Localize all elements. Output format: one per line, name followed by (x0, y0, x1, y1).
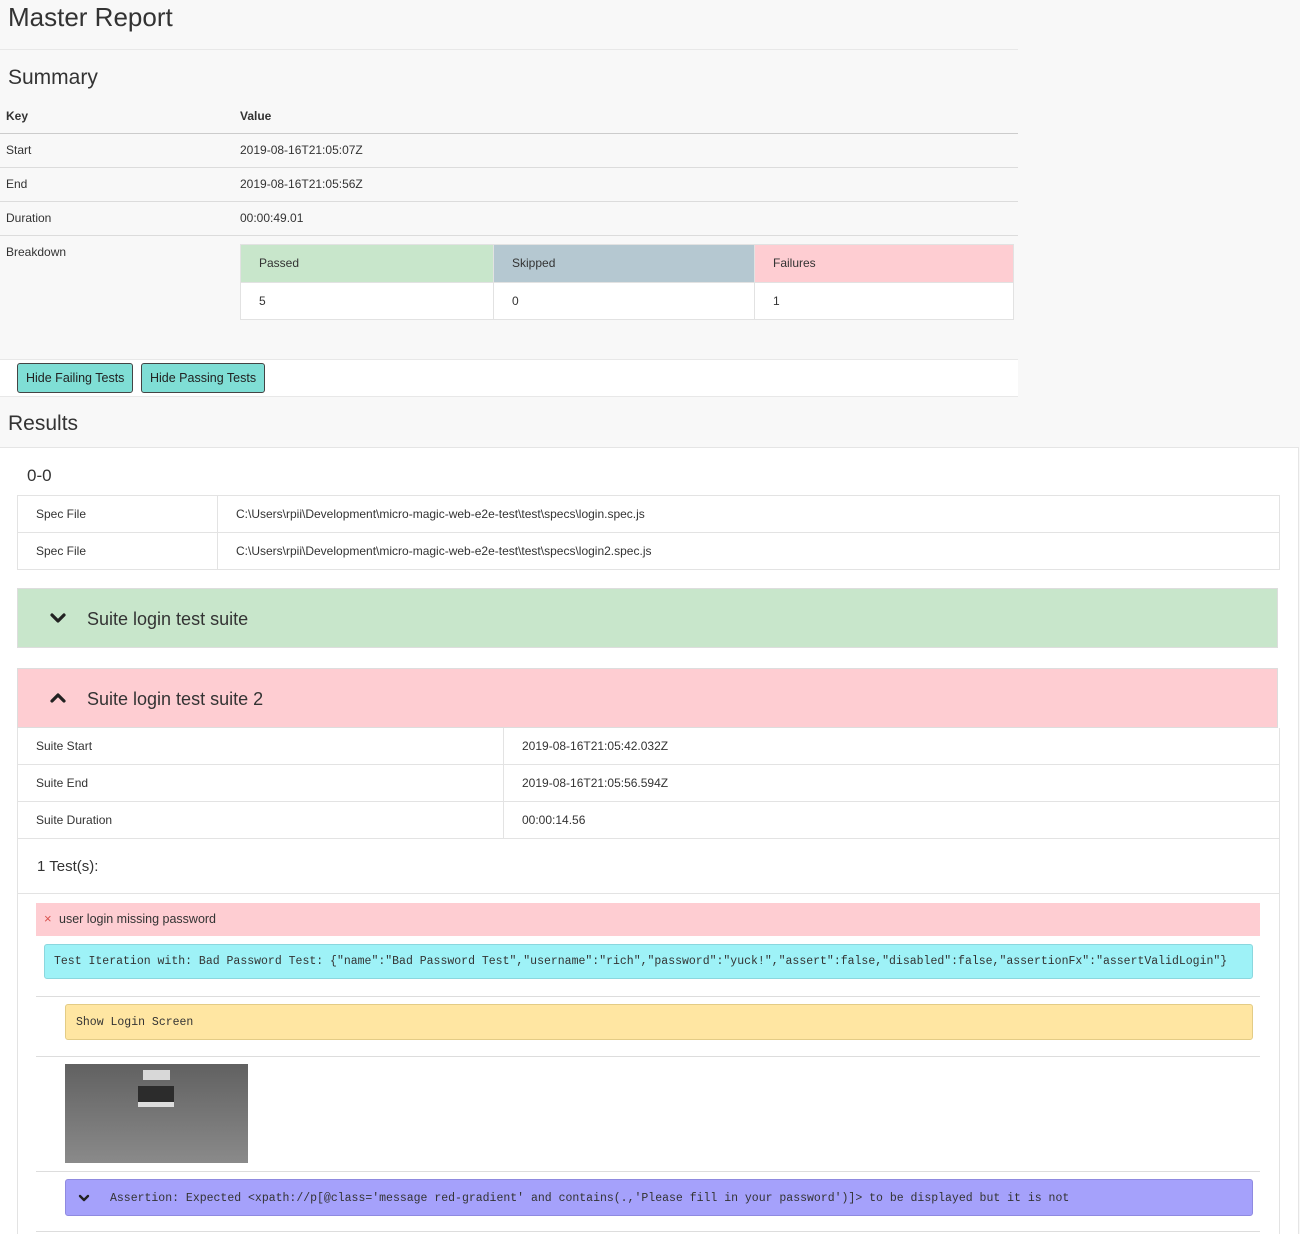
suite-start-value: 2019-08-16T21:05:42.032Z (522, 739, 669, 753)
chevron-down-icon (50, 613, 66, 623)
summary-row-end: End 2019-08-16T21:05:56Z (0, 168, 1018, 202)
suite-title: Suite login test suite 2 (87, 689, 264, 709)
key-header: Key (6, 109, 29, 123)
test-title-bar[interactable]: × user login missing password (36, 903, 1260, 936)
suite-body: Suite Start 2019-08-16T21:05:42.032Z Sui… (17, 728, 1280, 1234)
suite-end-row: Suite End 2019-08-16T21:05:56.594Z (18, 765, 1279, 802)
skipped-count: 0 (493, 282, 754, 319)
hide-failing-tests-button[interactable]: Hide Failing Tests (17, 363, 134, 393)
results-panel: 0-0 Spec File C:\Users\rpii\Development\… (0, 447, 1299, 1234)
spec-file-row: Spec File C:\Users\rpii\Development\micr… (18, 533, 1279, 569)
summary-row-duration: Duration 00:00:49.01 (0, 202, 1018, 236)
divider (36, 996, 1260, 997)
row-key: Start (6, 143, 32, 157)
summary-title: Summary (8, 66, 98, 89)
summary-row-start: Start 2019-08-16T21:05:07Z (0, 134, 1018, 168)
passed-count: 5 (241, 282, 493, 319)
row-key: Duration (6, 211, 52, 225)
divider (36, 1171, 1260, 1172)
summary-table: Key Value Start 2019-08-16T21:05:07Z End… (0, 100, 1018, 327)
spec-file-label: Spec File (36, 507, 87, 521)
test-step: Show Login Screen (65, 1004, 1253, 1040)
test-title: user login missing password (59, 912, 217, 926)
summary-row-breakdown: Breakdown Passed Skipped Failures 5 0 1 (0, 236, 1018, 327)
assertion-message: Assertion: Expected <xpath://p[@class='m… (110, 1192, 1070, 1205)
fail-x-icon: × (44, 911, 52, 926)
spec-file-row: Spec File C:\Users\rpii\Development\micr… (18, 496, 1279, 533)
row-value: 00:00:49.01 (240, 211, 304, 225)
spec-file-path: C:\Users\rpii\Development\micro-magic-we… (236, 544, 652, 558)
passed-header: Passed (241, 245, 493, 282)
results-title: Results (8, 412, 79, 435)
skipped-header: Skipped (493, 245, 754, 282)
suite-end-label: Suite End (36, 776, 89, 790)
suite-duration-value: 00:00:14.56 (522, 813, 586, 827)
divider (0, 49, 1018, 50)
suite-end-value: 2019-08-16T21:05:56.594Z (522, 776, 669, 790)
result-group-id: 0-0 (27, 466, 52, 485)
spec-files-table: Spec File C:\Users\rpii\Development\micr… (17, 495, 1280, 570)
failures-count: 1 (754, 282, 1013, 319)
divider (36, 1231, 1260, 1232)
suite-start-label: Suite Start (36, 739, 93, 753)
page-title: Master Report (8, 2, 173, 32)
breakdown-table: Passed Skipped Failures 5 0 1 (240, 244, 1014, 320)
tests-count: 1 Test(s): (37, 858, 99, 875)
summary-header-row: Key Value (0, 100, 1018, 134)
suite-start-row: Suite Start 2019-08-16T21:05:42.032Z (18, 728, 1279, 765)
chevron-down-icon (78, 1194, 90, 1202)
assertion-bar[interactable]: Assertion: Expected <xpath://p[@class='m… (65, 1179, 1253, 1216)
divider (36, 1056, 1260, 1057)
row-key: End (6, 177, 28, 191)
chevron-up-icon (50, 693, 66, 703)
thumbnail-logo (143, 1070, 170, 1080)
divider (18, 893, 1279, 894)
suite-header-login-test-suite-2[interactable]: Suite login test suite 2 (17, 668, 1278, 728)
suite-title: Suite login test suite (87, 609, 249, 629)
suite-duration-label: Suite Duration (36, 813, 113, 827)
row-key: Breakdown (6, 245, 67, 259)
hide-passing-tests-button[interactable]: Hide Passing Tests (141, 363, 266, 393)
value-header: Value (240, 109, 272, 123)
spec-file-path: C:\Users\rpii\Development\micro-magic-we… (236, 507, 645, 521)
thumbnail-login-button (138, 1102, 174, 1107)
test-iteration: Test Iteration with: Bad Password Test: … (44, 944, 1253, 979)
screenshot-thumbnail[interactable] (65, 1064, 248, 1163)
suite-header-login-test-suite[interactable]: Suite login test suite (17, 588, 1278, 648)
row-value: 2019-08-16T21:05:56Z (240, 177, 363, 191)
filter-toolbar: Hide Failing Tests Hide Passing Tests (0, 359, 1018, 397)
suite-duration-row: Suite Duration 00:00:14.56 (18, 802, 1279, 839)
spec-file-label: Spec File (36, 544, 87, 558)
thumbnail-login-box (138, 1086, 174, 1107)
failures-header: Failures (754, 245, 1013, 282)
row-value: 2019-08-16T21:05:07Z (240, 143, 363, 157)
